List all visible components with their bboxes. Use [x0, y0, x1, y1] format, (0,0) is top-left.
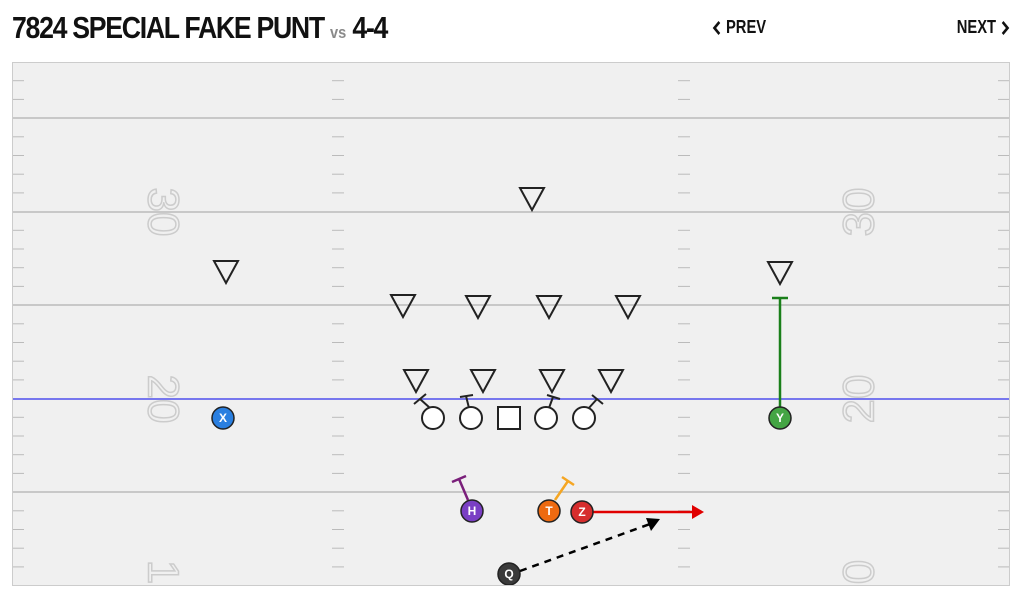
lineman-circle	[534, 406, 558, 430]
offensive-line	[413, 393, 604, 430]
play-diagram: 30 20 1 30 20 0	[12, 62, 1010, 586]
lineman-circle	[421, 406, 445, 430]
block-mark	[546, 394, 561, 400]
player-x-marker	[211, 406, 235, 430]
next-label: NEXT	[956, 17, 997, 37]
lineman-circle	[459, 406, 483, 430]
yard-number-left-20: 20	[138, 375, 187, 424]
player-t-label: T	[545, 504, 553, 518]
player-y-label: Y	[776, 411, 784, 425]
player-z-label: Z	[578, 505, 585, 519]
yard-number-right-0: 0	[835, 560, 884, 584]
chevron-left-icon	[712, 20, 721, 36]
block-mark	[587, 398, 598, 410]
block-mark	[459, 394, 474, 398]
prev-button[interactable]: PREV	[712, 15, 766, 39]
defense-name: 4-4	[352, 10, 388, 45]
block-mark	[413, 393, 427, 405]
play-title: 7824 SPECIAL FAKE PUNT vs 4-4	[12, 10, 388, 51]
block-mark	[591, 394, 604, 405]
center-square	[497, 406, 521, 430]
defenders	[212, 187, 794, 395]
player-t-marker	[537, 499, 561, 523]
player-q-label: Q	[504, 567, 513, 581]
yard-number-left-30: 30	[138, 188, 187, 237]
route-z-arrow	[692, 505, 704, 519]
football-field: 30 20 1 30 20 0	[12, 62, 1010, 586]
route-t	[553, 480, 570, 501]
routes	[451, 296, 788, 573]
defender-triangle	[535, 295, 563, 321]
play-header: 7824 SPECIAL FAKE PUNT vs 4-4 PREV NEXT	[0, 0, 1024, 60]
defender-triangle	[402, 369, 430, 395]
player-z-marker	[570, 500, 594, 524]
defender-triangle	[389, 294, 417, 320]
defender-triangle	[469, 369, 497, 395]
defender-triangle	[597, 369, 625, 395]
yard-numbers: 30 20 1 30 20 0	[138, 187, 885, 585]
block-mark	[548, 396, 554, 409]
yard-number-right-20: 20	[835, 375, 884, 424]
defender-triangle	[538, 369, 566, 395]
chevron-right-icon	[1001, 20, 1010, 36]
player-y-marker	[768, 406, 792, 430]
yard-lines	[12, 117, 1010, 493]
route-h-block	[451, 474, 467, 484]
vs-label: vs	[330, 23, 347, 42]
route-h	[457, 478, 470, 501]
yard-number-left-1: 1	[138, 560, 187, 584]
player-h-marker	[460, 499, 484, 523]
lineman-circle	[572, 406, 596, 430]
prev-label: PREV	[725, 17, 767, 37]
field-surface	[12, 62, 1010, 586]
defender-triangle	[614, 295, 642, 321]
field-border	[12, 62, 1010, 586]
play-name: 7824 SPECIAL FAKE PUNT	[12, 10, 325, 45]
next-button[interactable]: NEXT	[957, 15, 1010, 39]
defender-triangle	[518, 187, 546, 213]
block-mark	[465, 395, 470, 409]
defender-triangle	[464, 295, 492, 321]
route-q	[519, 522, 651, 573]
block-mark	[419, 398, 431, 409]
player-h-label: H	[468, 504, 477, 518]
defender-triangle	[212, 260, 240, 286]
route-t-block	[561, 475, 575, 487]
player-x-label: X	[219, 411, 227, 425]
route-q-arrow	[646, 518, 660, 531]
yard-number-right-30: 30	[835, 188, 884, 237]
defender-triangle	[766, 261, 794, 287]
